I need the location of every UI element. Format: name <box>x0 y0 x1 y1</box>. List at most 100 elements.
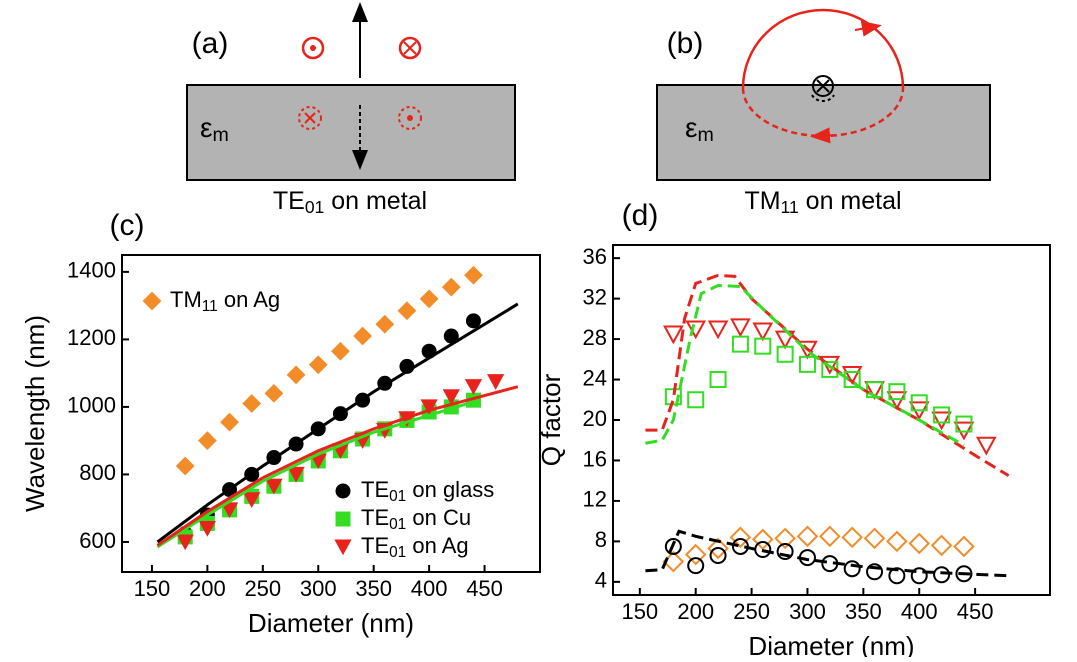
x-tick-label: 150 <box>134 576 171 601</box>
x-tick-label: 200 <box>189 576 226 601</box>
field-cross <box>403 41 417 55</box>
marker <box>264 384 284 403</box>
marker <box>442 389 460 406</box>
legend-marker <box>142 291 162 311</box>
y-tick-label: 28 <box>583 325 607 350</box>
x-tick-label: 400 <box>901 599 938 624</box>
marker <box>464 265 483 285</box>
marker <box>841 526 863 549</box>
line <box>156 302 519 544</box>
field-in <box>811 94 835 102</box>
marker <box>375 314 395 334</box>
y-axis-label: Wavelength (nm) <box>20 315 50 512</box>
marker <box>953 421 975 441</box>
marker <box>707 537 729 560</box>
line <box>645 273 1010 477</box>
arrow <box>854 20 882 37</box>
material-label: εm <box>200 112 229 146</box>
marker <box>443 328 459 344</box>
field-loop <box>741 8 905 89</box>
field-in <box>812 75 834 97</box>
field-cross <box>304 112 316 124</box>
x-tick-label: 250 <box>244 576 281 601</box>
marker <box>730 318 751 338</box>
panel-label: (a) <box>192 27 229 60</box>
marker <box>931 411 952 431</box>
x-tick-label: 450 <box>466 576 503 601</box>
marker <box>729 526 752 549</box>
legend-marker <box>335 511 351 527</box>
panel-label: (d) <box>622 199 659 232</box>
marker <box>796 525 819 548</box>
marker <box>175 456 195 476</box>
x-axis-label: Diameter (nm) <box>748 631 914 657</box>
y-tick-label: 1000 <box>67 393 116 418</box>
marker <box>707 320 729 340</box>
chart: (c) Diameter (nm) Wavelength (nm) 150 200 250… <box>20 209 541 638</box>
field-in <box>298 106 322 130</box>
marker <box>287 466 305 483</box>
x-tick-label: 350 <box>845 599 882 624</box>
marker <box>419 289 439 309</box>
marker <box>863 527 886 550</box>
marker <box>308 355 328 375</box>
caption: TE01 on metal <box>273 187 427 217</box>
marker <box>776 543 794 561</box>
marker <box>930 534 953 557</box>
x-tick-label: 300 <box>300 576 337 601</box>
marker <box>955 415 973 433</box>
marker <box>663 325 684 345</box>
marker <box>910 567 928 585</box>
chart: (d) Diameter (nm) Q factor 150 200 250 300 350 4… <box>536 199 1051 661</box>
field-dot <box>310 45 316 51</box>
y-tick-label: 4 <box>595 568 607 593</box>
marker <box>353 326 372 346</box>
marker <box>776 345 794 363</box>
marker <box>487 374 505 390</box>
diagram-b <box>656 8 991 181</box>
marker <box>242 394 262 413</box>
legend-label: TM11 on Ag <box>170 287 280 315</box>
marker <box>331 341 350 361</box>
marker <box>664 537 682 555</box>
x-tick-label: 450 <box>957 599 994 624</box>
caption: TM11 on metal <box>744 187 901 217</box>
field-out <box>398 106 422 130</box>
marker <box>975 436 997 456</box>
marker <box>933 406 951 424</box>
legend-label: TE01 on Cu <box>361 505 471 533</box>
line <box>156 385 519 547</box>
legend-label: TE01 on Ag <box>361 533 469 561</box>
marker <box>709 547 727 565</box>
y-tick-label: 32 <box>583 284 607 309</box>
x-tick-label: 400 <box>411 576 448 601</box>
marker <box>731 335 749 353</box>
field-out <box>301 36 325 60</box>
y-tick-label: 36 <box>583 244 607 269</box>
marker <box>464 379 483 395</box>
marker <box>910 394 928 412</box>
y-tick-label: 1400 <box>67 258 116 283</box>
x-tick-label: 200 <box>677 599 714 624</box>
marker <box>797 340 818 360</box>
y-axis-label: Q factor <box>536 373 566 466</box>
marker <box>955 565 973 583</box>
y-tick-label: 24 <box>583 365 607 390</box>
marker <box>866 563 884 581</box>
panel-label: (b) <box>667 27 704 60</box>
legend-label: TE01 on glass <box>361 477 494 505</box>
marker <box>752 322 774 342</box>
y-tick-label: 20 <box>583 406 607 431</box>
marker <box>441 277 461 297</box>
marker <box>465 313 481 329</box>
material-label: εm <box>685 112 714 146</box>
metal-slab <box>186 84 516 181</box>
legend-marker <box>334 539 352 556</box>
marker <box>220 412 239 432</box>
y-tick-label: 12 <box>583 487 607 512</box>
marker <box>843 560 861 578</box>
marker <box>220 502 239 519</box>
marker <box>908 532 931 555</box>
panel-label: (c) <box>110 209 145 242</box>
